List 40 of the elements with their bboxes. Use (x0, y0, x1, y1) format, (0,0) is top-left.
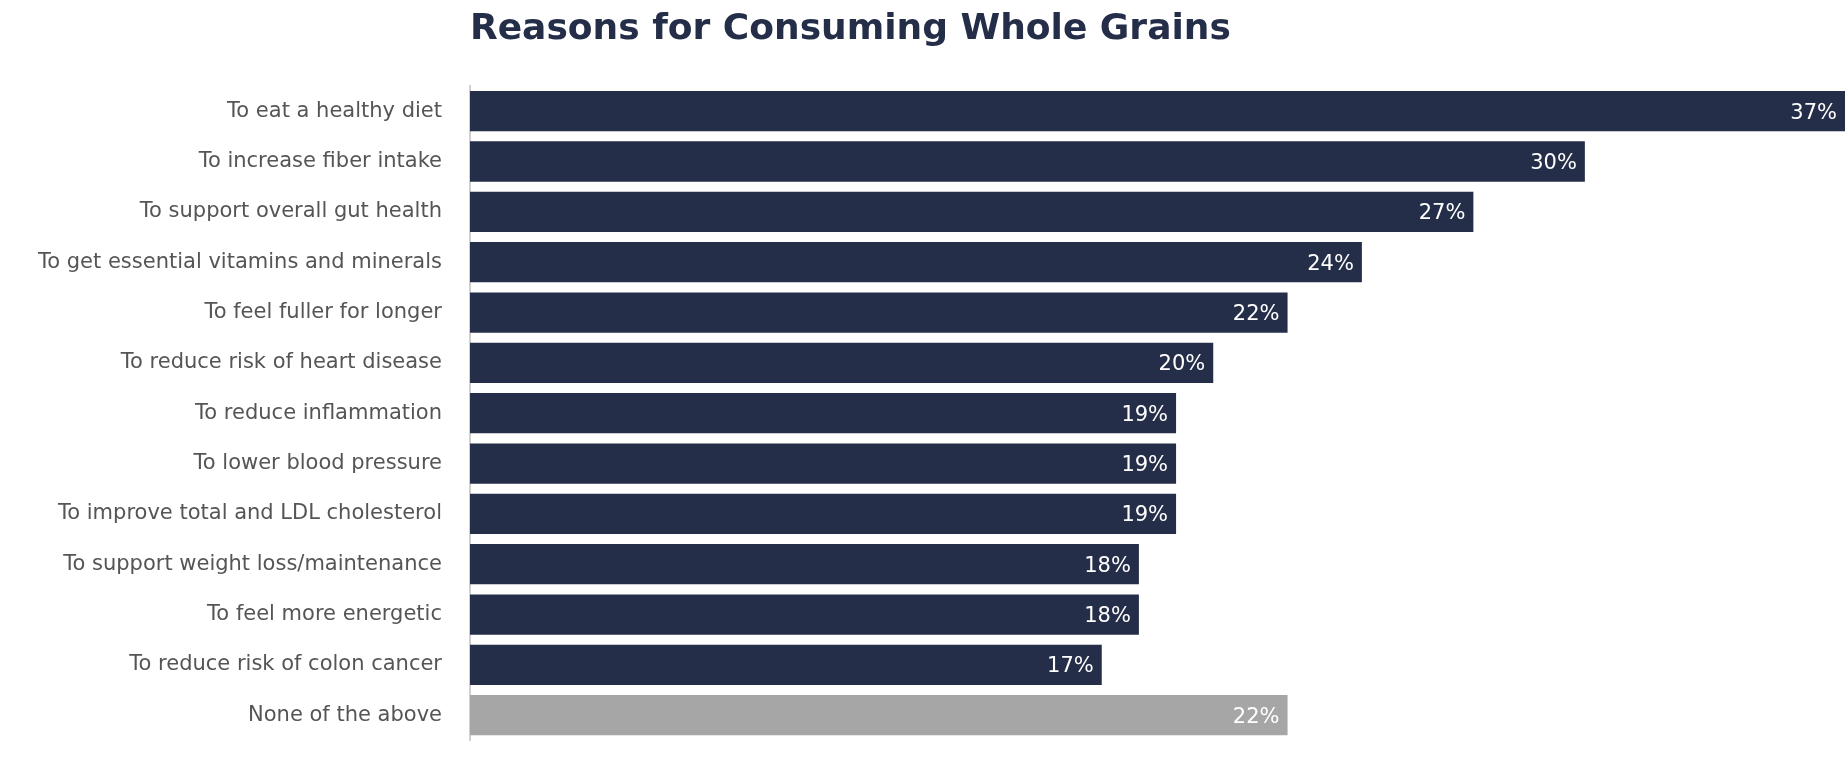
data-label: 19% (1121, 451, 1169, 476)
bar (469, 544, 1139, 585)
data-label: 22% (1232, 300, 1280, 325)
y-tick-label: To improve total and LDL cholesterol (57, 500, 442, 525)
data-label: 19% (1121, 502, 1169, 527)
bar (469, 594, 1139, 635)
y-tick-label: To increase fiber intake (197, 147, 442, 172)
data-label: 19% (1121, 401, 1169, 426)
data-label: 22% (1232, 703, 1280, 728)
data-label: 30% (1530, 149, 1577, 174)
bar (469, 393, 1177, 434)
y-tick-label: To feel fuller for longer (203, 298, 443, 323)
y-tick-label: To support overall gut health (138, 198, 442, 223)
y-tick-label: To eat a healthy diet (226, 97, 442, 122)
bar (469, 191, 1474, 232)
data-label: 18% (1084, 603, 1131, 628)
bar (469, 695, 1288, 736)
bar (469, 493, 1177, 535)
y-tick-label: To reduce inflammation (194, 399, 442, 424)
data-label: 18% (1084, 552, 1131, 577)
y-tick-label: None of the above (248, 701, 442, 726)
bar (469, 644, 1102, 686)
bar (469, 91, 1845, 132)
y-tick-label: To reduce risk of colon cancer (128, 651, 443, 676)
bar (469, 342, 1214, 383)
y-tick-label: To lower blood pressure (192, 449, 442, 474)
bar (469, 292, 1288, 333)
y-tick-label: To reduce risk of heart disease (119, 349, 442, 374)
data-label: 24% (1307, 250, 1354, 275)
data-label: 27% (1418, 200, 1466, 225)
bar (469, 242, 1362, 283)
data-label: 37% (1790, 99, 1837, 124)
y-tick-label: To support weight loss/maintenance (62, 550, 442, 575)
data-label: 20% (1158, 351, 1206, 376)
y-tick-label: To feel more energetic (206, 601, 442, 626)
y-tick-label: To get essential vitamins and minerals (37, 248, 442, 273)
bar (469, 141, 1585, 182)
chart-title: Reasons for Consuming Whole Grains (469, 6, 1231, 48)
data-label: 17% (1047, 653, 1094, 678)
bar (469, 443, 1177, 484)
